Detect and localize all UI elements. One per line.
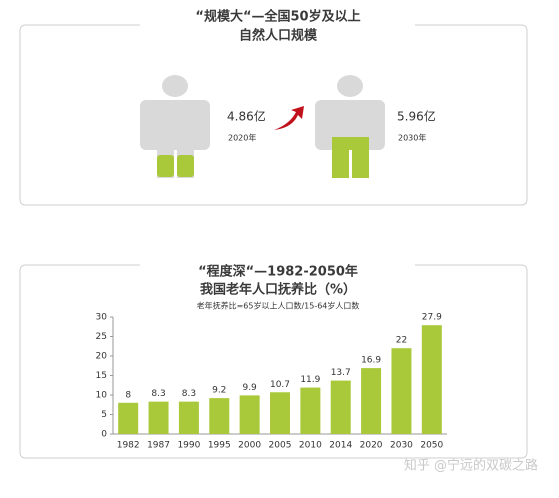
bar [330, 380, 351, 434]
data-label: 11.9 [300, 375, 320, 385]
x-tick-label: 2030 [390, 441, 413, 451]
y-tick-label: 0 [101, 430, 107, 440]
watermark: 知乎 @宁远的双碳之路 [404, 458, 538, 474]
value-label: 4.86亿 [227, 109, 266, 124]
data-label: 10.7 [270, 380, 290, 390]
data-label: 8.3 [182, 389, 196, 399]
x-tick-label: 1995 [208, 441, 231, 451]
bar [361, 368, 382, 434]
y-tick-label: 10 [96, 391, 108, 401]
y-tick-label: 5 [101, 410, 107, 420]
x-tick-label: 2014 [329, 441, 352, 451]
chart-title: “程度深“—1982-2050年 [198, 264, 358, 280]
x-tick-label: 2005 [269, 441, 292, 451]
data-label: 9.9 [242, 383, 257, 393]
bar [209, 398, 230, 434]
person-figure [315, 75, 385, 178]
bar [391, 348, 412, 434]
data-label: 8 [125, 390, 131, 400]
year-label: 2020年 [228, 133, 256, 143]
person-figure [140, 75, 210, 178]
data-label: 9.2 [212, 386, 226, 396]
data-label: 16.9 [361, 356, 381, 366]
bar [300, 387, 321, 434]
y-tick-label: 30 [96, 313, 108, 323]
x-tick-label: 1987 [147, 441, 170, 451]
panel-frame [19, 264, 528, 459]
y-tick-label: 25 [96, 332, 107, 342]
panel-frame [19, 24, 528, 206]
panel-title: “规模大“—全国50岁及以上 [195, 9, 360, 25]
x-tick-label: 2050 [420, 441, 443, 451]
arrow [274, 106, 304, 130]
x-tick-label: 1982 [117, 441, 140, 451]
chart-subtitle: 我国老年人口抚养比（%） [200, 282, 356, 298]
value-label: 5.96亿 [397, 109, 436, 124]
x-tick-label: 2020 [360, 441, 383, 451]
panel-title: 自然人口规模 [239, 28, 318, 44]
bar [421, 325, 442, 434]
y-tick-label: 15 [96, 371, 107, 381]
bar [270, 392, 290, 434]
bar [239, 395, 260, 434]
data-label: 8.3 [151, 389, 165, 399]
bar [118, 402, 139, 434]
x-tick-label: 2010 [299, 441, 322, 451]
bar [178, 401, 199, 434]
bar [148, 401, 169, 434]
x-tick-label: 1990 [177, 441, 200, 451]
chart-note: 老年抚养比=65岁以上人口数/15-64岁人口数 [197, 301, 360, 311]
x-tick-label: 2000 [238, 441, 261, 451]
data-label: 27.9 [422, 313, 442, 323]
y-tick-label: 20 [96, 352, 108, 362]
data-label: 22 [396, 336, 407, 346]
data-label: 13.7 [331, 368, 351, 378]
year-label: 2030年 [398, 133, 426, 143]
